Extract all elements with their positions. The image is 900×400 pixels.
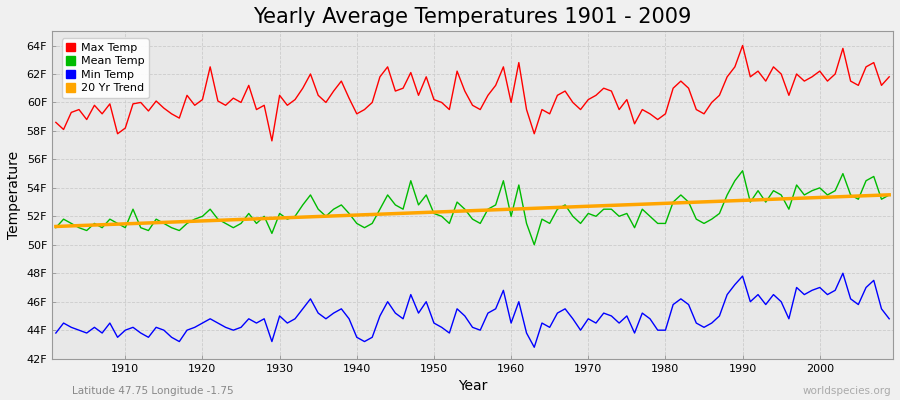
Y-axis label: Temperature: Temperature [7, 151, 21, 239]
Legend: Max Temp, Mean Temp, Min Temp, 20 Yr Trend: Max Temp, Mean Temp, Min Temp, 20 Yr Tre… [62, 38, 148, 98]
Title: Yearly Average Temperatures 1901 - 2009: Yearly Average Temperatures 1901 - 2009 [253, 7, 692, 27]
X-axis label: Year: Year [458, 379, 487, 393]
Text: worldspecies.org: worldspecies.org [803, 386, 891, 396]
Text: Latitude 47.75 Longitude -1.75: Latitude 47.75 Longitude -1.75 [72, 386, 234, 396]
